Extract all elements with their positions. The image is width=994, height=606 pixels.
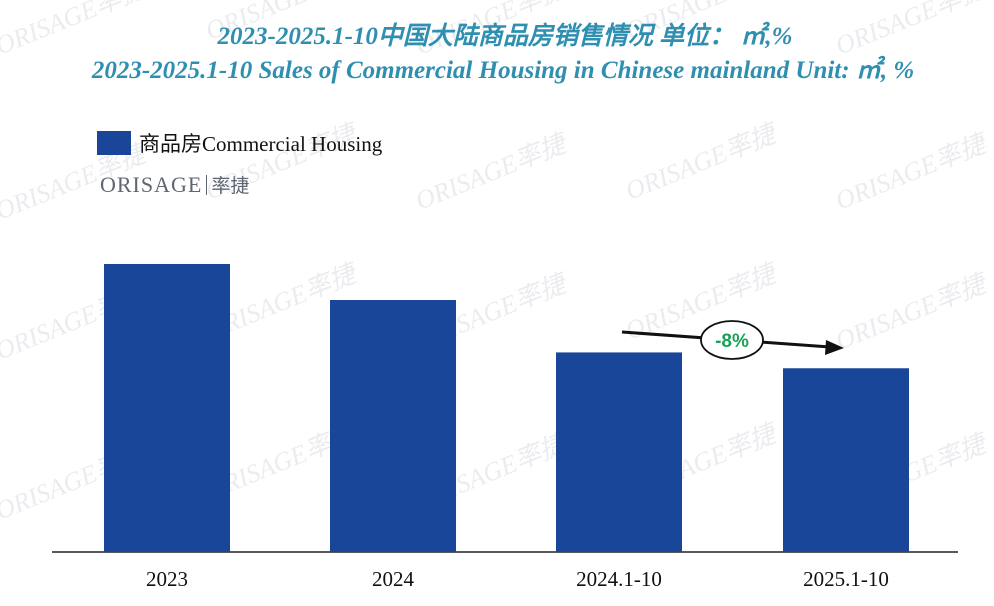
x-tick-label: 2024.1-10 <box>576 567 662 591</box>
logo-separator <box>206 174 208 195</box>
legend: 商品房Commercial Housing <box>97 128 382 158</box>
x-tick-labels: 2023 2024 2024.1-10 2025.1-10 <box>146 567 889 591</box>
watermark-text: ORISAGE率捷 <box>831 128 993 216</box>
bar-2024.1-10 <box>556 352 682 552</box>
bar-2024 <box>330 300 456 552</box>
watermark-text: ORISAGE率捷 <box>831 268 993 356</box>
x-tick-label: 2023 <box>146 567 188 591</box>
logo-chinese: 率捷 <box>211 176 250 197</box>
change-callout: -8% <box>621 320 844 360</box>
bar-2023 <box>104 264 230 552</box>
logo-wordmark: ORISAGE <box>100 171 203 197</box>
trend-arrow-head <box>825 340 844 355</box>
chart-title-en: 2023-2025.1-10 Sales of Commercial Housi… <box>91 57 915 84</box>
x-tick-label: 2024 <box>372 567 415 591</box>
watermark-text: ORISAGE率捷 <box>621 118 783 206</box>
brand-logo: ORISAGE 率捷 <box>100 171 249 198</box>
legend-label: 商品房Commercial Housing <box>139 132 383 156</box>
bars-group <box>104 264 909 552</box>
watermark-text: ORISAGE率捷 <box>411 128 573 216</box>
bar-2025.1-10 <box>783 368 909 552</box>
callout-value: -8% <box>715 331 749 352</box>
x-tick-label: 2025.1-10 <box>803 567 889 591</box>
legend-swatch <box>97 131 131 155</box>
chart-title-cn: 2023-2025.1-10中国大陆商品房销售情况 单位： ㎡,% <box>217 23 793 50</box>
callout-bubble <box>700 320 764 360</box>
